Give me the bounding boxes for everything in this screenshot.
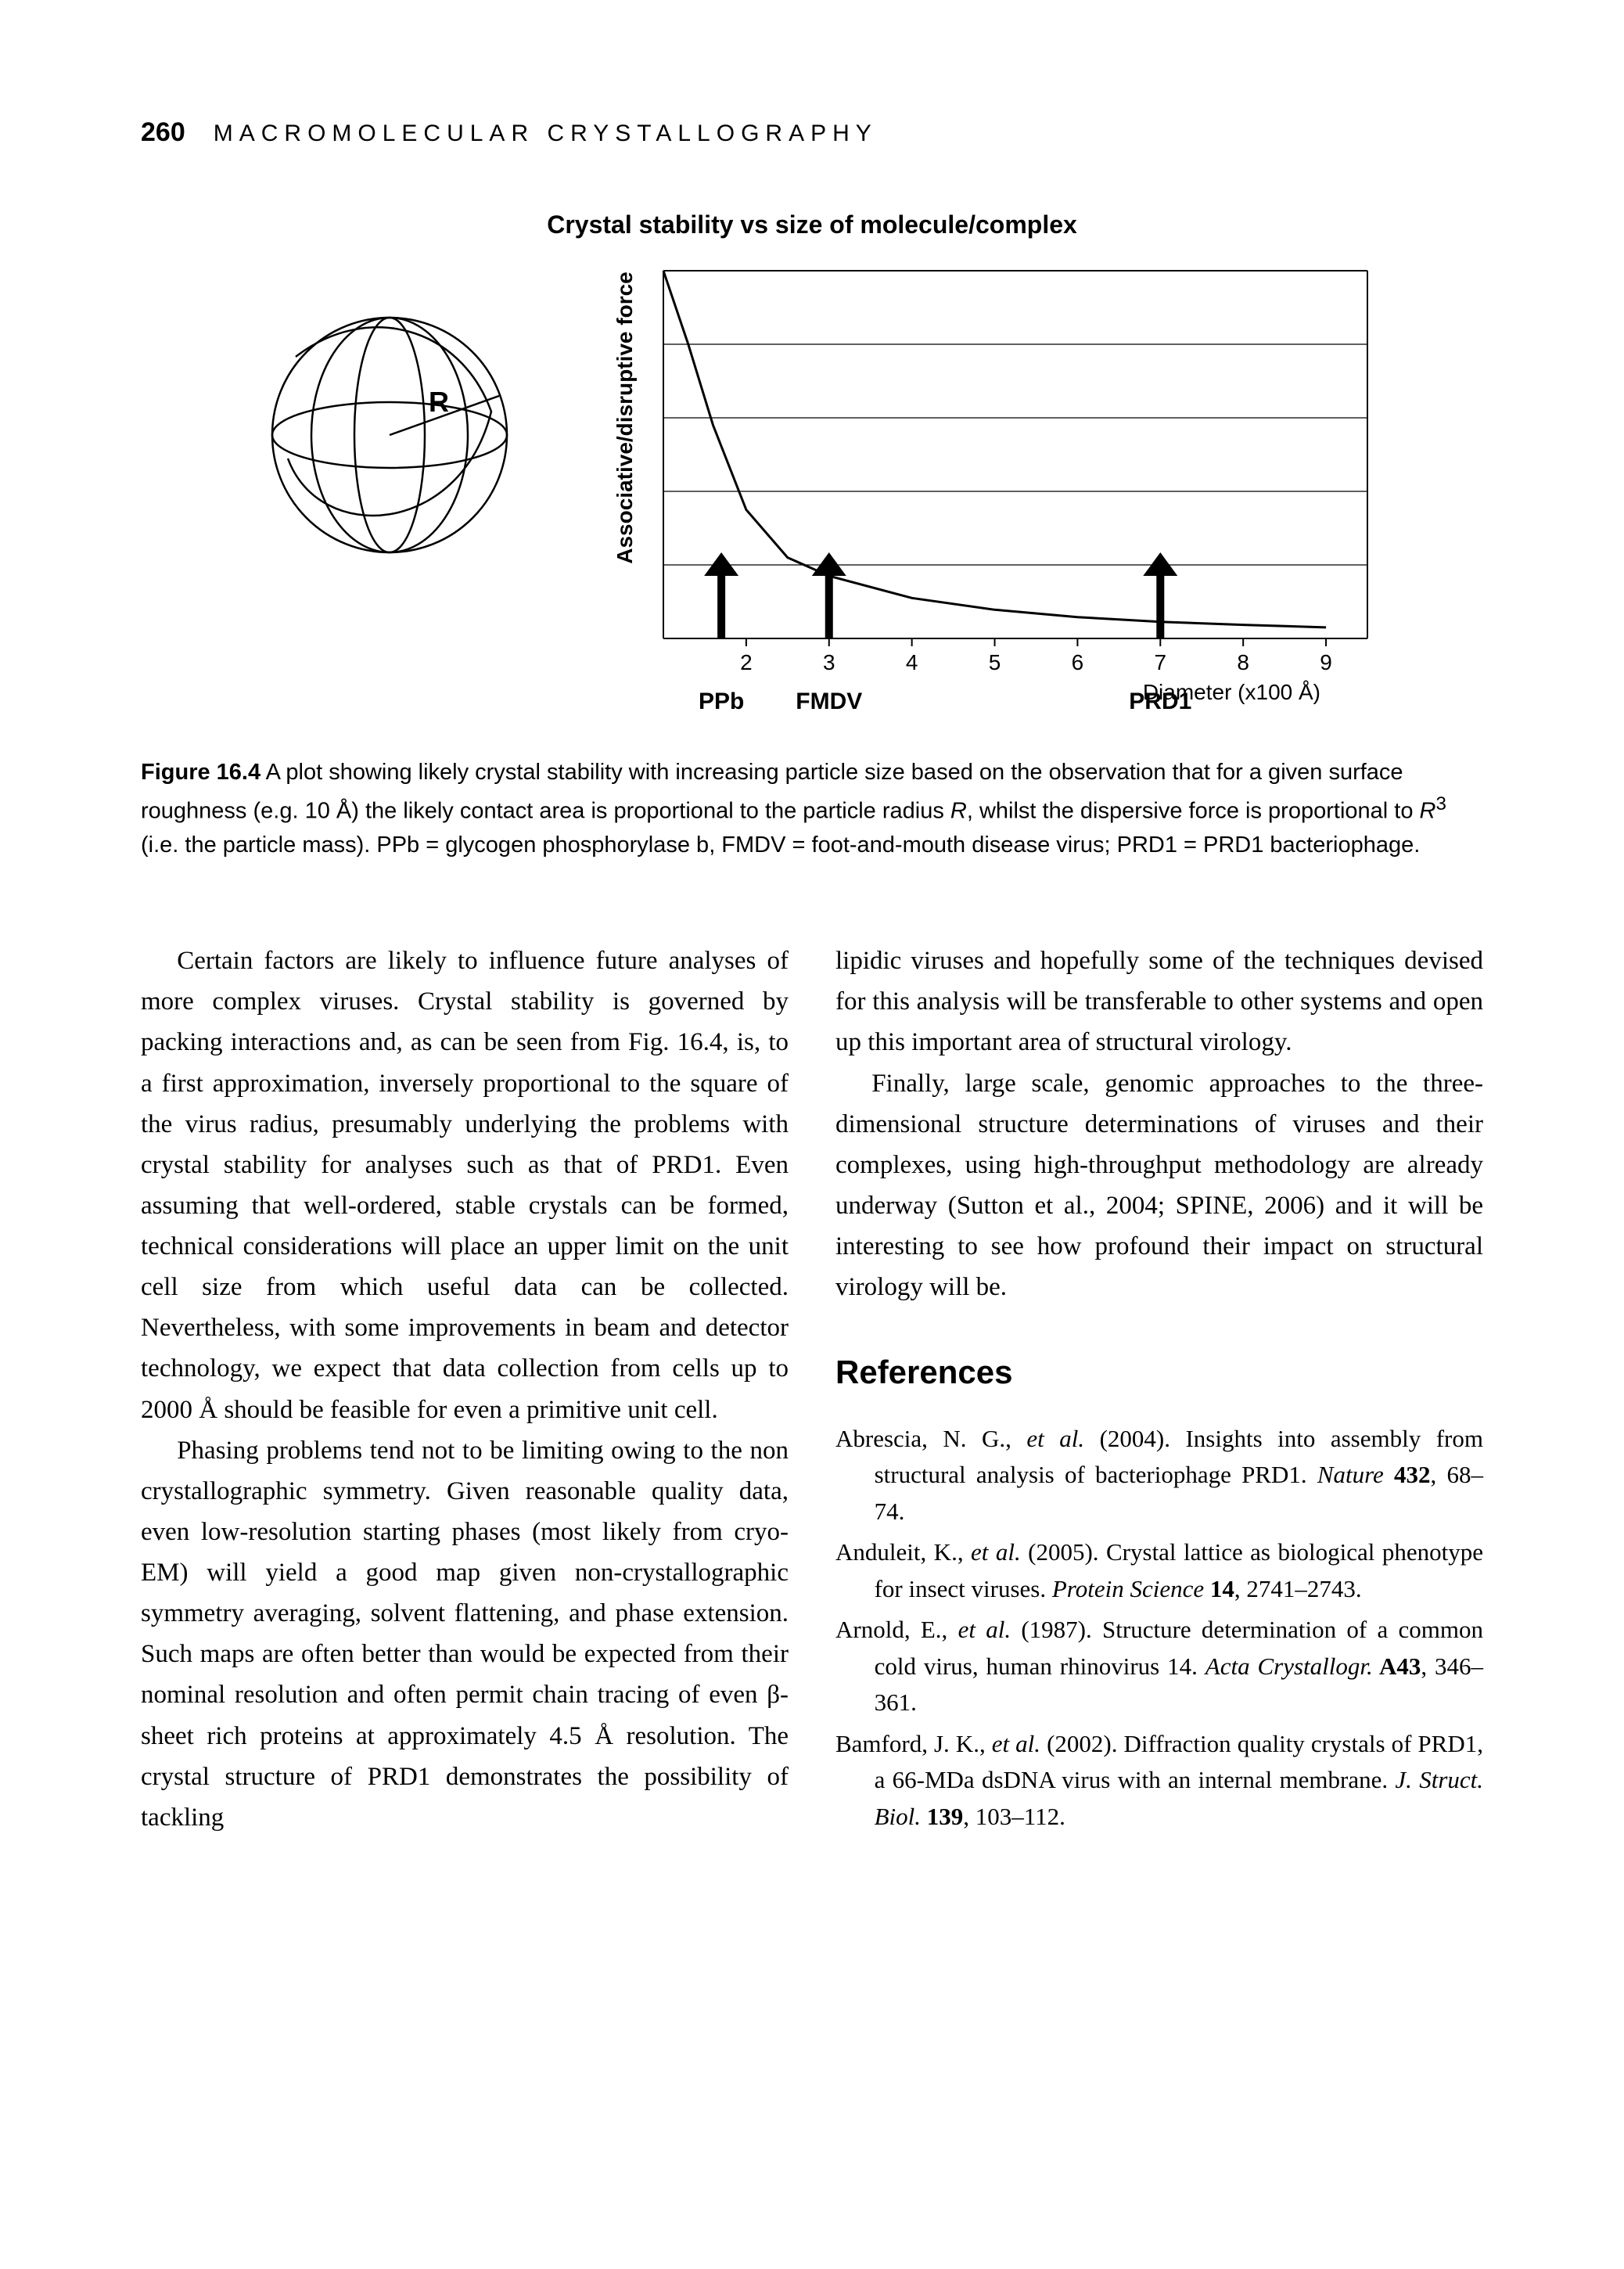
figure-caption: Figure 16.4 A plot showing likely crysta… bbox=[141, 756, 1483, 862]
svg-text:FMDV: FMDV bbox=[796, 689, 862, 714]
caption-ital-2: R bbox=[1420, 798, 1436, 823]
right-column: lipidic viruses and hopefully some of th… bbox=[835, 940, 1483, 1839]
sphere-radius-label: R bbox=[429, 386, 449, 418]
body-paragraph: Finally, large scale, genomic approaches… bbox=[835, 1063, 1483, 1308]
body-paragraph: Phasing problems tend not to be limiting… bbox=[141, 1430, 789, 1838]
body-paragraph: lipidic viruses and hopefully some of th… bbox=[835, 940, 1483, 1063]
svg-text:PPb: PPb bbox=[699, 689, 744, 714]
svg-text:8: 8 bbox=[1237, 650, 1249, 674]
figure-title: Crystal stability vs size of molecule/co… bbox=[141, 210, 1483, 239]
figure-graphics: R 23456789Diameter (x100 Å)Associative/d… bbox=[141, 255, 1483, 725]
svg-text:4: 4 bbox=[906, 650, 918, 674]
svg-text:9: 9 bbox=[1320, 650, 1332, 674]
reference-entry: Bamford, J. K., et al. (2002). Diffracti… bbox=[835, 1726, 1483, 1836]
reference-entry: Abrescia, N. G., et al. (2004). Insights… bbox=[835, 1421, 1483, 1530]
running-head: MACROMOLECULAR CRYSTALLOGRAPHY bbox=[214, 120, 878, 147]
references-list: Abrescia, N. G., et al. (2004). Insights… bbox=[835, 1421, 1483, 1836]
svg-text:6: 6 bbox=[1072, 650, 1084, 674]
svg-text:Associative/disruptive force: Associative/disruptive force bbox=[613, 271, 637, 563]
left-column: Certain factors are likely to influence … bbox=[141, 940, 789, 1839]
caption-text-3: (i.e. the particle mass). PPb = glycogen… bbox=[141, 832, 1420, 858]
svg-text:PRD1: PRD1 bbox=[1129, 689, 1191, 714]
body-paragraph: Certain factors are likely to influence … bbox=[141, 940, 789, 1430]
body-columns: Certain factors are likely to influence … bbox=[141, 940, 1483, 1839]
figure-block: Crystal stability vs size of molecule/co… bbox=[141, 210, 1483, 862]
page-header: 260 MACROMOLECULAR CRYSTALLOGRAPHY bbox=[141, 117, 1483, 148]
caption-text-2: , whilst the dispersive force is proport… bbox=[967, 798, 1420, 823]
svg-text:3: 3 bbox=[823, 650, 835, 674]
caption-ital-1: R bbox=[950, 798, 967, 823]
reference-entry: Arnold, E., et al. (1987). Structure det… bbox=[835, 1612, 1483, 1721]
sphere-diagram: R bbox=[225, 255, 554, 615]
figure-caption-label: Figure 16.4 bbox=[141, 760, 260, 785]
page-number: 260 bbox=[141, 117, 185, 148]
stability-chart: 23456789Diameter (x100 Å)Associative/dis… bbox=[577, 255, 1399, 725]
page: 260 MACROMOLECULAR CRYSTALLOGRAPHY Cryst… bbox=[0, 0, 1624, 2269]
references-heading: References bbox=[835, 1347, 1483, 1398]
reference-entry: Anduleit, K., et al. (2005). Crystal lat… bbox=[835, 1534, 1483, 1607]
svg-text:7: 7 bbox=[1155, 650, 1167, 674]
caption-sup: 3 bbox=[1435, 793, 1446, 814]
svg-text:5: 5 bbox=[989, 650, 1001, 674]
svg-text:2: 2 bbox=[740, 650, 753, 674]
